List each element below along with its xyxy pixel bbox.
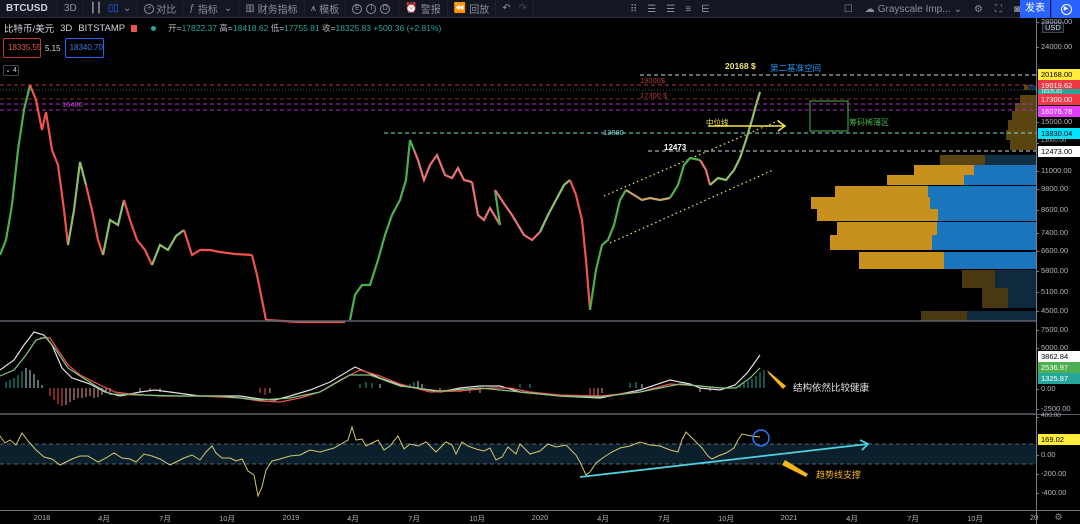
templates-button[interactable]: ⩚ 模板 xyxy=(305,0,347,18)
drawing-tools-group: ⠿ ☰ ☰ ≡ ⋿ xyxy=(630,0,710,18)
ohlc-values: 开=17822.37 高=18418.62 低=17755.81 收=18325… xyxy=(168,23,442,33)
sell-button[interactable]: 18335.55 xyxy=(3,38,41,58)
chip-zone-box xyxy=(809,100,849,132)
bar-chart-icon: ┃┃ xyxy=(89,3,102,14)
drag-handle-icon[interactable]: ⠿ xyxy=(630,3,638,15)
buy-button[interactable]: 18340.70 xyxy=(64,38,104,58)
midline-arrow xyxy=(708,120,787,132)
events-buttons: E I D xyxy=(346,0,400,18)
dividends-button[interactable]: D xyxy=(380,3,391,14)
legend-exchange: BITSTAMP xyxy=(78,22,126,34)
tag-20168: 20168.00 xyxy=(1038,69,1080,80)
target-price-label: 20168 $ xyxy=(725,61,756,71)
financials-button[interactable]: ▥ 财务指标 xyxy=(239,0,305,18)
macd-note-label: 结构依然比较健康 xyxy=(793,383,870,394)
replay-button[interactable]: ⏪ 回放 xyxy=(448,0,497,18)
publish-button[interactable]: 发表 xyxy=(1020,0,1050,18)
axis-settings-gear-icon[interactable]: ⚙ xyxy=(1036,510,1080,524)
tag-13830: 13830.04 xyxy=(1038,128,1080,139)
tag-cci: 169.02 xyxy=(1038,434,1080,445)
tag-19019: 19019.62 xyxy=(1038,80,1080,91)
highlight-circle xyxy=(752,429,770,447)
draw-tool-1-icon[interactable]: ☰ xyxy=(647,3,657,15)
market-status-icon xyxy=(151,25,157,31)
top-toolbar: BTCUSD 3D ┃┃ ▯▯ ⌄ + 对比 ƒ 指标 ⌄ ▥ 财务指标 ⩚ 模… xyxy=(0,0,1080,18)
chevron-down-icon: ⌄ xyxy=(122,3,132,14)
cci-line xyxy=(0,425,761,498)
layout-selector[interactable]: ☁ Grayscale Imp... ⌄ xyxy=(864,3,962,15)
chevron-down-icon: ⌄ xyxy=(953,3,962,15)
play-button[interactable]: ▶ xyxy=(1051,0,1080,18)
template-icon: ⩚ xyxy=(310,3,317,14)
symbol-search[interactable]: BTCUSD xyxy=(0,0,58,18)
undo-icon[interactable]: ↶ xyxy=(502,3,511,14)
tag-16076: 16076.78 xyxy=(1038,106,1080,117)
tag-17300: 17300.00 xyxy=(1038,94,1080,105)
cloud-icon: ☁ xyxy=(864,3,875,15)
rewind-icon: ⏪ xyxy=(453,3,467,14)
price-candles xyxy=(0,84,762,324)
macd-note-arrow xyxy=(767,370,786,389)
interval-selector[interactable]: 3D xyxy=(58,0,84,18)
indicators-button[interactable]: ƒ 指标 ⌄ xyxy=(183,0,240,18)
chevron-down-icon: ⌄ xyxy=(223,3,233,14)
macd-lines xyxy=(0,331,761,403)
level-16480-label: 16480 xyxy=(62,100,83,109)
level-19000-label: 19000$ xyxy=(640,76,666,85)
fullscreen-box-icon[interactable]: ☐ xyxy=(843,3,853,15)
chart-canvas[interactable] xyxy=(0,18,1036,510)
cci-note-label: 趋势线支撑 xyxy=(816,470,862,480)
toolbar-right: ☐ ☁ Grayscale Imp... ⌄ ⚙ ⛶ ◙ xyxy=(844,0,1020,18)
level-17300-label: 17300 $ xyxy=(640,91,668,100)
volume-profile xyxy=(811,85,1036,321)
alarm-clock-icon: ⏰ xyxy=(405,3,418,14)
macd-histogram xyxy=(5,368,765,406)
ipo-button[interactable]: I xyxy=(366,3,377,14)
tag-macd-signal: 2536.97 xyxy=(1038,362,1080,373)
expand-icon[interactable]: ⛶ xyxy=(994,3,1002,15)
chart-type-button[interactable]: ┃┃ ▯▯ ⌄ xyxy=(84,0,139,18)
compare-button[interactable]: + 对比 xyxy=(138,0,184,18)
symbol-title: 比特币/美元 xyxy=(4,24,55,35)
gear-icon[interactable]: ⚙ xyxy=(973,3,983,15)
trade-buttons: 18335.55 5.15 18340.70 xyxy=(3,38,104,58)
flag-icon[interactable] xyxy=(131,24,138,32)
trendline-support xyxy=(579,439,870,478)
alert-button[interactable]: ⏰ 警报 xyxy=(399,0,448,18)
price-axis[interactable]: USD 28000.00 24000.00 20168.00 19019.62 … xyxy=(1035,17,1080,510)
tag-current-price: 18325.83 xyxy=(1038,89,1080,95)
candles-icon: ▯▯ xyxy=(107,3,119,14)
spread-value: 5.15 xyxy=(45,43,61,53)
cci-note-arrow xyxy=(782,460,808,477)
draw-tool-2-icon[interactable]: ☰ xyxy=(666,3,676,15)
tag-macd: 3862.84 xyxy=(1038,351,1080,362)
undo-redo: ↶ ↷ xyxy=(496,0,534,18)
channel-lines xyxy=(603,119,781,244)
cci-band xyxy=(0,444,1036,464)
draw-tool-3-icon[interactable]: ≡ xyxy=(685,3,692,15)
second-space-label: 第二基准空间 xyxy=(770,63,822,73)
chart-legend: 比特币/美元 3D BITSTAMP 开=17822.37 高=18418.62… xyxy=(4,21,442,36)
currency-label[interactable]: USD xyxy=(1042,22,1064,33)
function-icon: ƒ xyxy=(189,3,195,14)
tag-macd-hist: 1325.87 xyxy=(1038,373,1080,384)
earnings-button[interactable]: E xyxy=(352,3,363,14)
legend-interval: 3D xyxy=(60,22,73,34)
level-lines xyxy=(0,74,1036,152)
camera-icon[interactable]: ◙ xyxy=(1013,3,1020,15)
tag-12473: 12473.00 xyxy=(1038,146,1080,157)
collapse-indicators-button[interactable]: ⌄ 4 xyxy=(3,65,19,76)
time-axis[interactable]: 2018 4月 7月 10月 2019 4月 7月 10月 2020 4月 7月… xyxy=(0,510,1038,524)
level-12473-label: 12473 xyxy=(664,143,687,152)
plus-circle-icon: + xyxy=(144,3,155,14)
midline-label: 中位线 xyxy=(706,118,729,127)
draw-tool-4-icon[interactable]: ⋿ xyxy=(701,3,710,15)
redo-icon[interactable]: ↷ xyxy=(518,3,527,14)
play-icon: ▶ xyxy=(1060,3,1072,15)
level-13880-label: 13880 xyxy=(603,128,624,137)
chip-zone-label: 筹码稀薄区 xyxy=(849,118,889,127)
bar-graph-icon: ▥ xyxy=(245,3,255,14)
